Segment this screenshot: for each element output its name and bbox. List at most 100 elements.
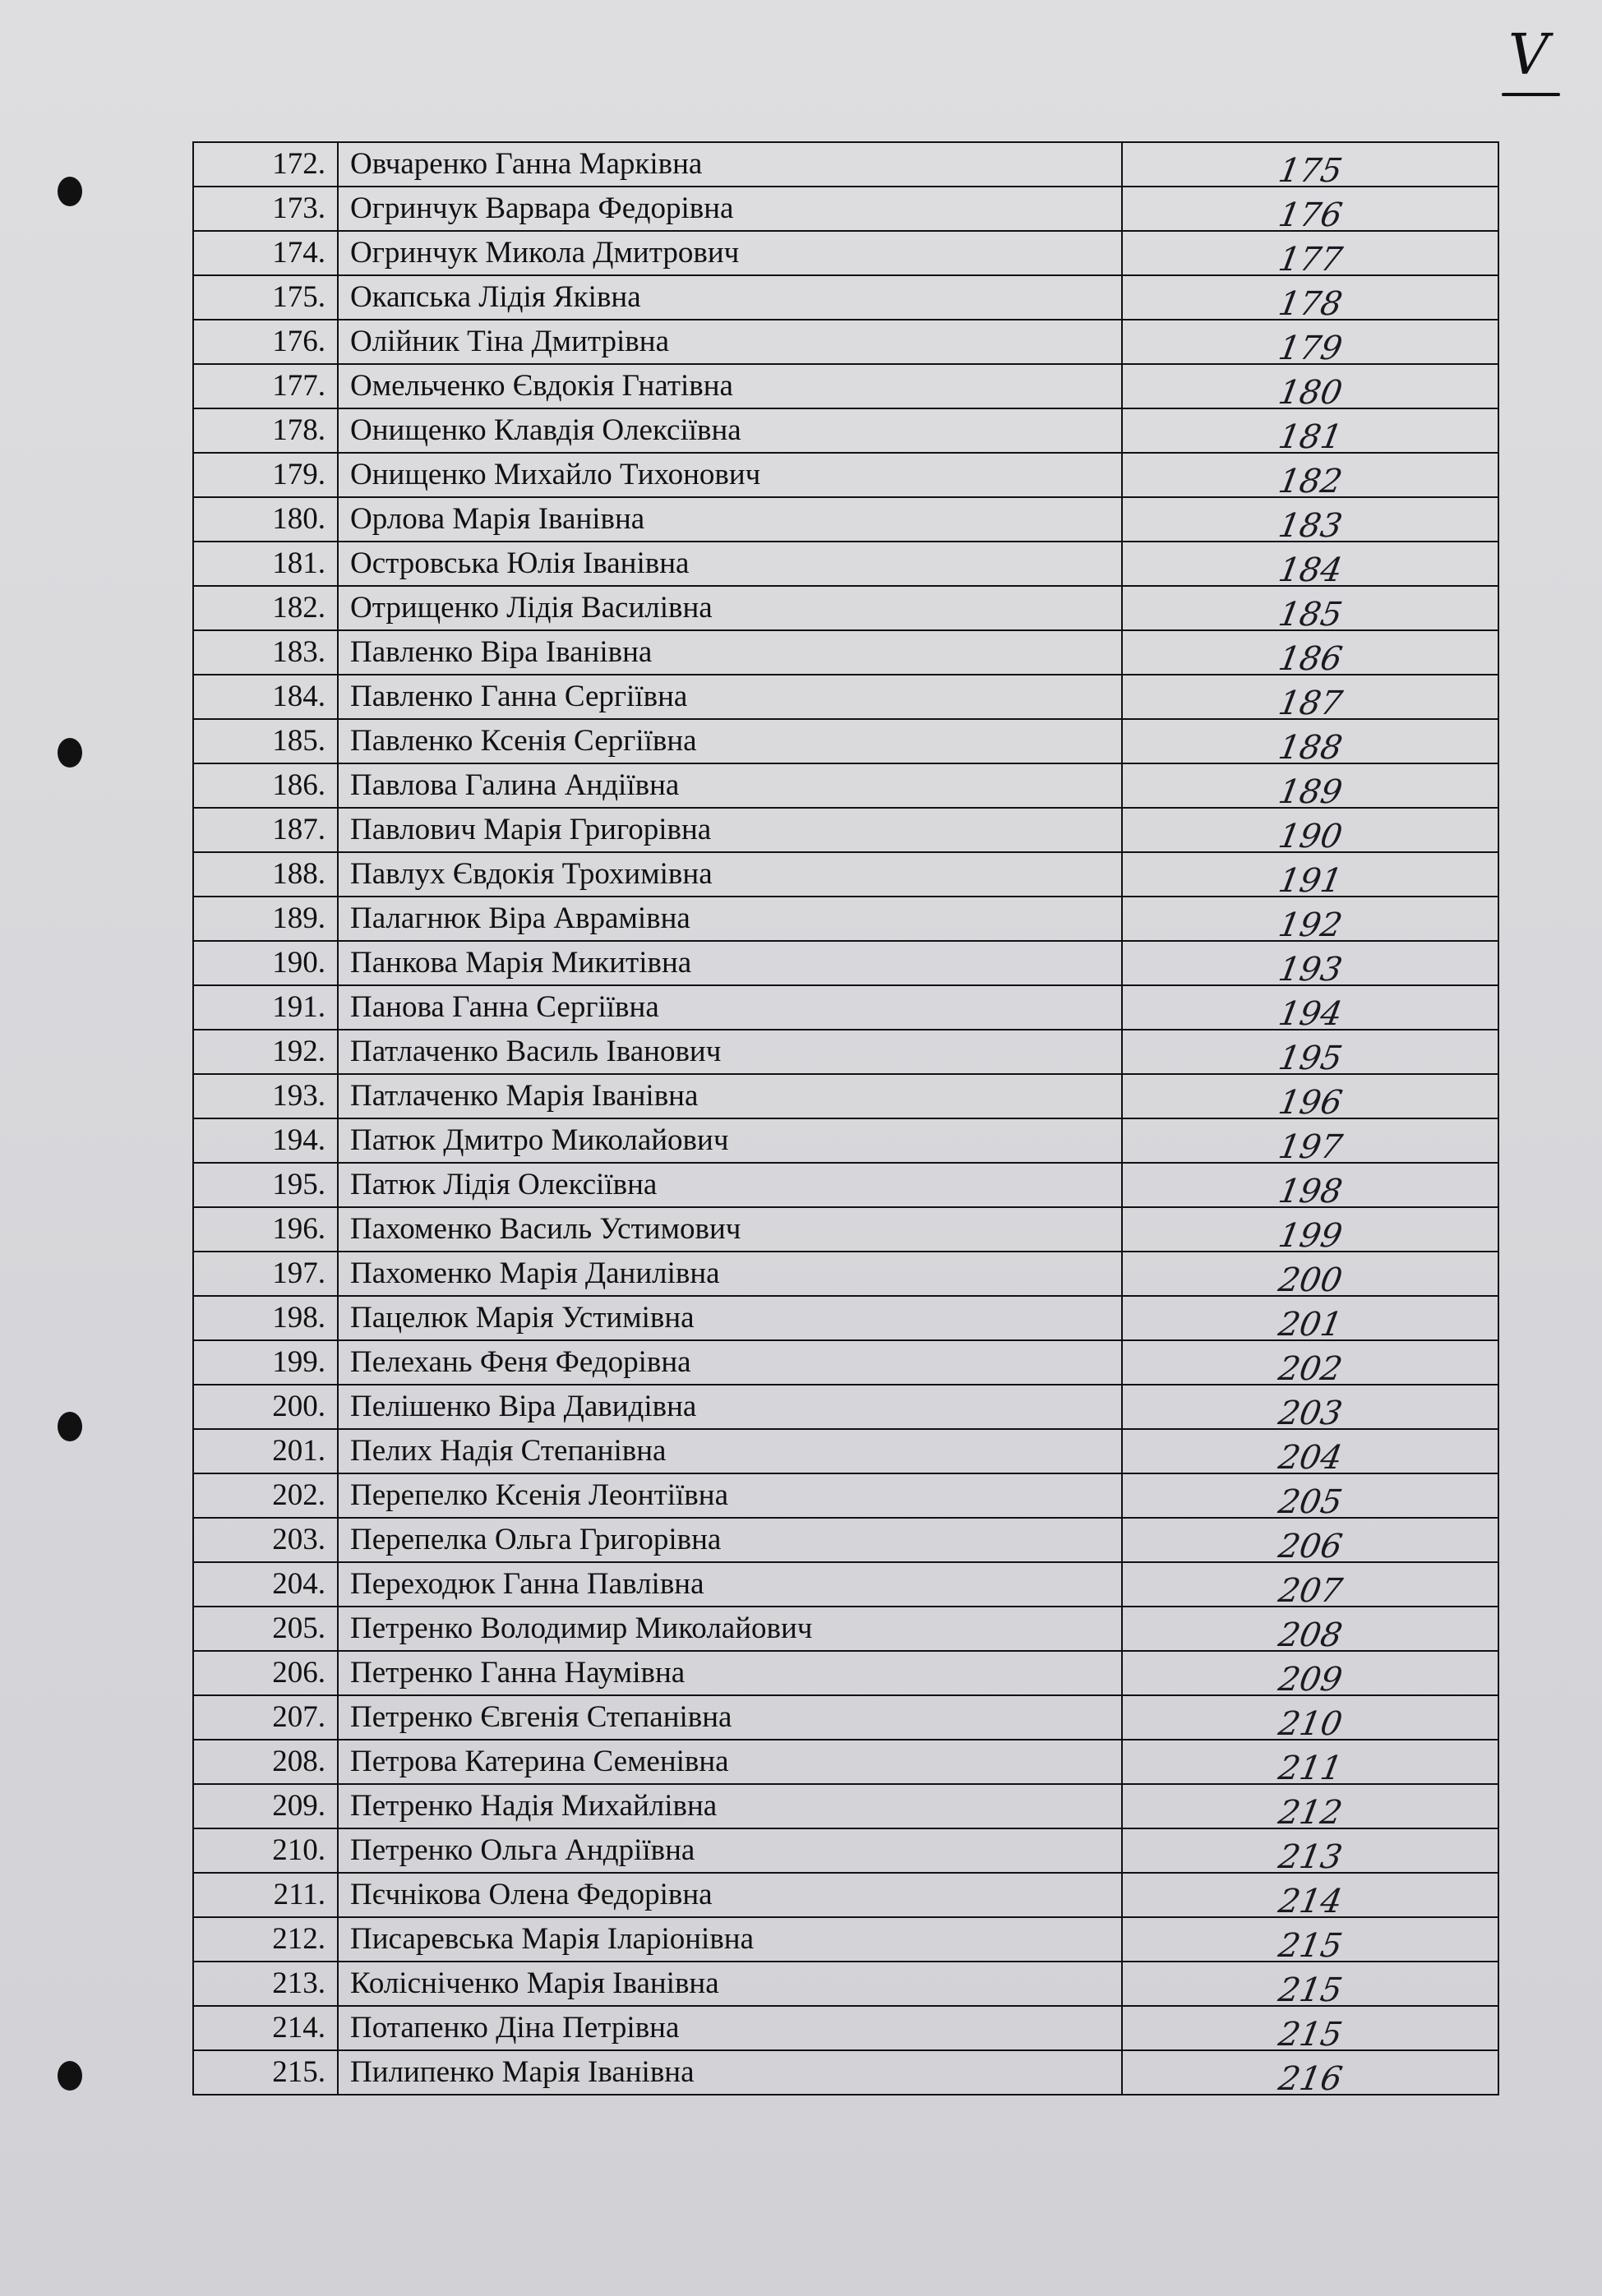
person-name: Панкова Марія Микитівна <box>337 940 1123 986</box>
row-number: 198. <box>192 1295 339 1341</box>
punch-hole <box>58 2061 82 2091</box>
handwritten-number: 196 <box>1275 1084 1346 1122</box>
handwritten-number: 181 <box>1275 418 1346 456</box>
table-row: 209. Петренко Надія Михайлівна 212 <box>192 1783 1499 1832</box>
row-number: 177. <box>192 363 339 409</box>
person-name: Пахоменко Марія Данилівна <box>337 1251 1123 1297</box>
row-number: 191. <box>192 984 339 1030</box>
handwritten-number: 208 <box>1275 1616 1346 1654</box>
row-number: 199. <box>192 1339 339 1385</box>
handwritten-number: 183 <box>1275 507 1346 545</box>
handwritten-number-cell: 191 <box>1121 851 1499 900</box>
handwritten-number-cell: 193 <box>1121 940 1499 989</box>
handwritten-number-cell: 201 <box>1121 1295 1499 1344</box>
table-row: 172. Овчаренко Ганна Марківна 175 <box>192 141 1499 190</box>
handwritten-number-cell: 181 <box>1121 408 1499 456</box>
table-row: 208. Петрова Катерина Семенівна 211 <box>192 1739 1499 1787</box>
table-row: 188. Павлух Євдокія Трохимівна 191 <box>192 851 1499 900</box>
table-row: 212. Писаревська Марія Іларіонівна 215 <box>192 1916 1499 1965</box>
handwritten-number: 211 <box>1275 1750 1346 1787</box>
row-number: 214. <box>192 2005 339 2051</box>
row-number: 194. <box>192 1118 339 1164</box>
row-number: 202. <box>192 1473 339 1519</box>
row-number: 200. <box>192 1384 339 1430</box>
person-name: Орлова Марія Іванівна <box>337 496 1123 542</box>
person-name: Пелих Надія Степанівна <box>337 1428 1123 1474</box>
row-number: 174. <box>192 230 339 276</box>
person-name: Павленко Ганна Сергіївна <box>337 674 1123 720</box>
handwritten-number-cell: 188 <box>1121 718 1499 767</box>
table-row: 198. Пацелюк Марія Устимівна 201 <box>192 1295 1499 1344</box>
person-name: Перепелка Ольга Григорівна <box>337 1517 1123 1563</box>
person-name: Петренко Ольга Андріївна <box>337 1828 1123 1874</box>
handwritten-number-cell: 212 <box>1121 1783 1499 1832</box>
handwritten-number: 195 <box>1275 1040 1346 1077</box>
table-row: 215. Пилипенко Марія Іванівна 216 <box>192 2049 1499 2098</box>
person-name: Павлух Євдокія Трохимівна <box>337 851 1123 897</box>
handwritten-number: 210 <box>1275 1705 1346 1743</box>
row-number: 203. <box>192 1517 339 1563</box>
row-number: 178. <box>192 408 339 454</box>
handwritten-number-cell: 176 <box>1121 186 1499 234</box>
person-name: Петренко Ганна Наумівна <box>337 1650 1123 1696</box>
person-name: Пилипенко Марія Іванівна <box>337 2049 1123 2095</box>
row-number: 206. <box>192 1650 339 1696</box>
row-number: 176. <box>192 319 339 365</box>
table-row: 207. Петренко Євгенія Степанівна 210 <box>192 1694 1499 1743</box>
handwritten-number: 191 <box>1275 862 1346 900</box>
handwritten-number: 202 <box>1275 1350 1346 1388</box>
handwritten-number: 199 <box>1275 1217 1346 1255</box>
table-row: 197. Пахоменко Марія Данилівна 200 <box>192 1251 1499 1299</box>
handwritten-number-cell: 208 <box>1121 1606 1499 1654</box>
handwritten-number: 184 <box>1275 551 1346 589</box>
handwritten-number: 176 <box>1275 196 1346 234</box>
row-number: 184. <box>192 674 339 720</box>
table-row: 187. Павлович Марія Григорівна 190 <box>192 807 1499 855</box>
handwritten-number: 203 <box>1275 1395 1346 1432</box>
handwritten-number-cell: 187 <box>1121 674 1499 722</box>
handwritten-number-cell: 199 <box>1121 1206 1499 1255</box>
table-row: 177. Омельченко Євдокія Гнатівна 180 <box>192 363 1499 412</box>
person-name: Огринчук Микола Дмитрович <box>337 230 1123 276</box>
row-number: 187. <box>192 807 339 853</box>
handwritten-number: 189 <box>1275 773 1346 811</box>
table-row: 200. Пелішенко Віра Давидівна 203 <box>192 1384 1499 1432</box>
row-number: 172. <box>192 141 339 187</box>
handwritten-number: 194 <box>1275 995 1346 1033</box>
handwritten-number-cell: 189 <box>1121 763 1499 811</box>
handwritten-number-cell: 186 <box>1121 629 1499 678</box>
person-name: Петрова Катерина Семенівна <box>337 1739 1123 1785</box>
handwritten-number: 198 <box>1275 1173 1346 1210</box>
punch-hole <box>58 177 82 206</box>
person-name: Омельченко Євдокія Гнатівна <box>337 363 1123 409</box>
row-number: 205. <box>192 1606 339 1652</box>
person-name: Патлаченко Марія Іванівна <box>337 1073 1123 1119</box>
row-number: 175. <box>192 274 339 320</box>
handwritten-number: 188 <box>1275 729 1346 767</box>
sheet-number-mark: V <box>1501 23 1561 96</box>
table-row: 173. Огринчук Варвара Федорівна 176 <box>192 186 1499 234</box>
punch-hole <box>58 1412 82 1441</box>
handwritten-number: 197 <box>1275 1128 1346 1166</box>
handwritten-number: 177 <box>1275 241 1346 279</box>
handwritten-number-cell: 184 <box>1121 541 1499 589</box>
handwritten-number-cell: 211 <box>1121 1739 1499 1787</box>
handwritten-number-cell: 213 <box>1121 1828 1499 1876</box>
row-number: 192. <box>192 1029 339 1075</box>
person-name: Патюк Лідія Олексіївна <box>337 1162 1123 1208</box>
table-row: 182. Отрищенко Лідія Василівна 185 <box>192 585 1499 634</box>
person-name: Переходюк Ганна Павлівна <box>337 1561 1123 1607</box>
row-number: 211. <box>192 1872 339 1918</box>
table-row: 206. Петренко Ганна Наумівна 209 <box>192 1650 1499 1699</box>
table-row: 191. Панова Ганна Сергіївна 194 <box>192 984 1499 1033</box>
row-number: 207. <box>192 1694 339 1740</box>
handwritten-number-cell: 198 <box>1121 1162 1499 1210</box>
row-number: 193. <box>192 1073 339 1119</box>
person-name: Пєчнікова Олена Федорівна <box>337 1872 1123 1918</box>
handwritten-number: 216 <box>1275 2060 1346 2098</box>
table-row: 210. Петренко Ольга Андріївна 213 <box>192 1828 1499 1876</box>
person-name: Павлова Галина Андіївна <box>337 763 1123 809</box>
table-row: 189. Палагнюк Віра Аврамівна 192 <box>192 896 1499 944</box>
row-number: 180. <box>192 496 339 542</box>
handwritten-number-cell: 185 <box>1121 585 1499 634</box>
